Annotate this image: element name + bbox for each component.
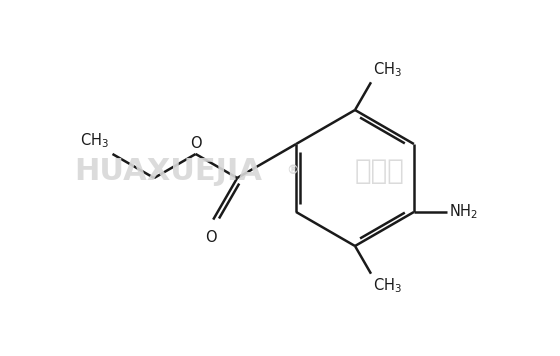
Text: NH$_2$: NH$_2$ (449, 203, 478, 221)
Text: HUAXUEJIA: HUAXUEJIA (74, 157, 262, 185)
Text: 化学加: 化学加 (355, 157, 405, 185)
Text: O: O (190, 136, 202, 151)
Text: CH$_3$: CH$_3$ (373, 277, 402, 295)
Text: CH$_3$: CH$_3$ (373, 61, 402, 79)
Text: ®: ® (287, 164, 299, 178)
Text: CH$_3$: CH$_3$ (80, 131, 109, 150)
Text: O: O (206, 230, 217, 245)
